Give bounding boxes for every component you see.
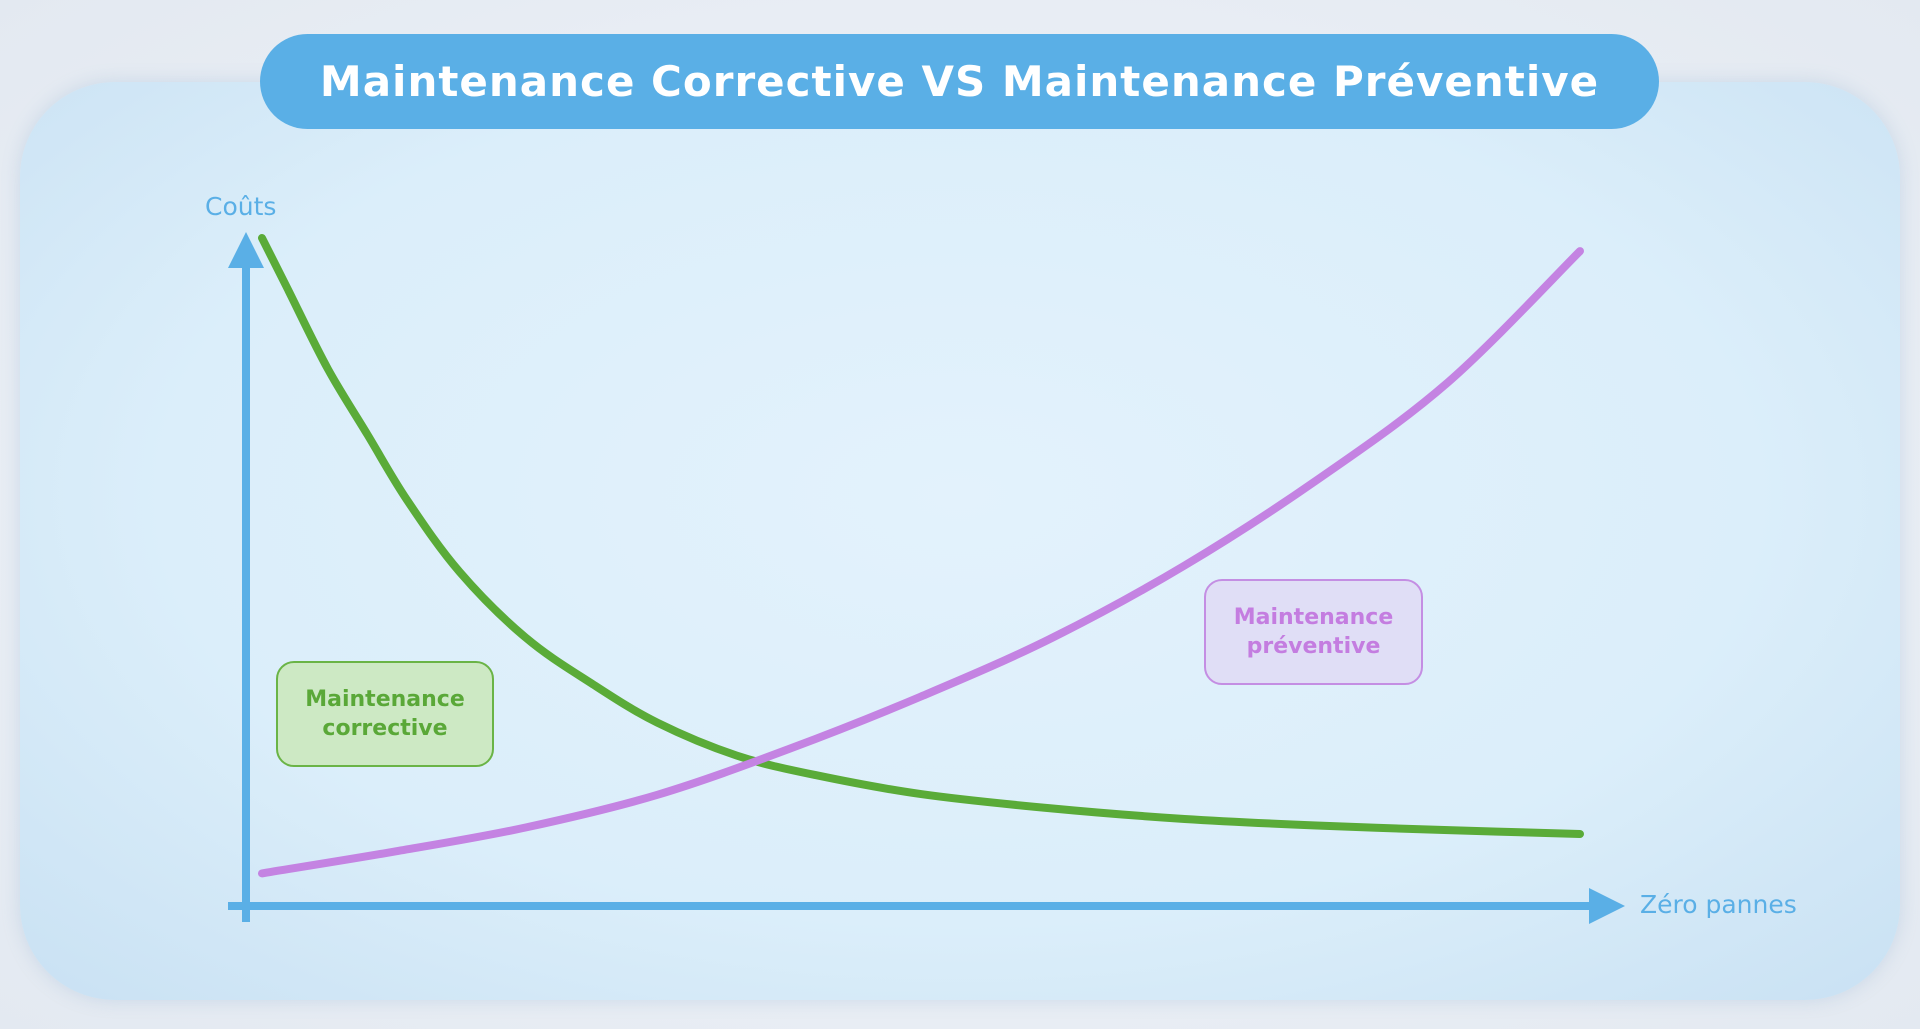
series-line-corrective xyxy=(258,234,1584,838)
y-axis-label: Coûts xyxy=(205,192,276,221)
series-line-preventive xyxy=(258,247,1584,878)
x-axis-label: Zéro pannes xyxy=(1640,890,1797,919)
label-maintenance-preventive-text: Maintenance préventive xyxy=(1233,605,1394,659)
label-maintenance-corrective: Maintenance corrective xyxy=(276,661,494,767)
label-maintenance-corrective-text: Maintenance corrective xyxy=(305,687,465,741)
label-maintenance-preventive: Maintenance préventive xyxy=(1204,579,1423,685)
chart-panel xyxy=(20,82,1900,1000)
title-banner: Maintenance Corrective VS Maintenance Pr… xyxy=(260,34,1659,129)
y-axis-arrow xyxy=(228,232,264,268)
x-axis-arrow xyxy=(1589,888,1625,924)
axes xyxy=(228,232,1625,924)
chart-title: Maintenance Corrective VS Maintenance Pr… xyxy=(319,57,1600,106)
series-group xyxy=(258,234,1584,878)
